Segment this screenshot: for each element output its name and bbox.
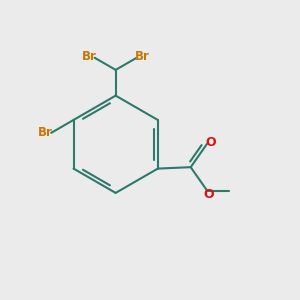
Text: Br: Br	[134, 50, 149, 63]
Text: O: O	[203, 188, 214, 201]
Text: Br: Br	[82, 50, 97, 63]
Text: O: O	[205, 136, 216, 149]
Text: Br: Br	[38, 126, 52, 139]
